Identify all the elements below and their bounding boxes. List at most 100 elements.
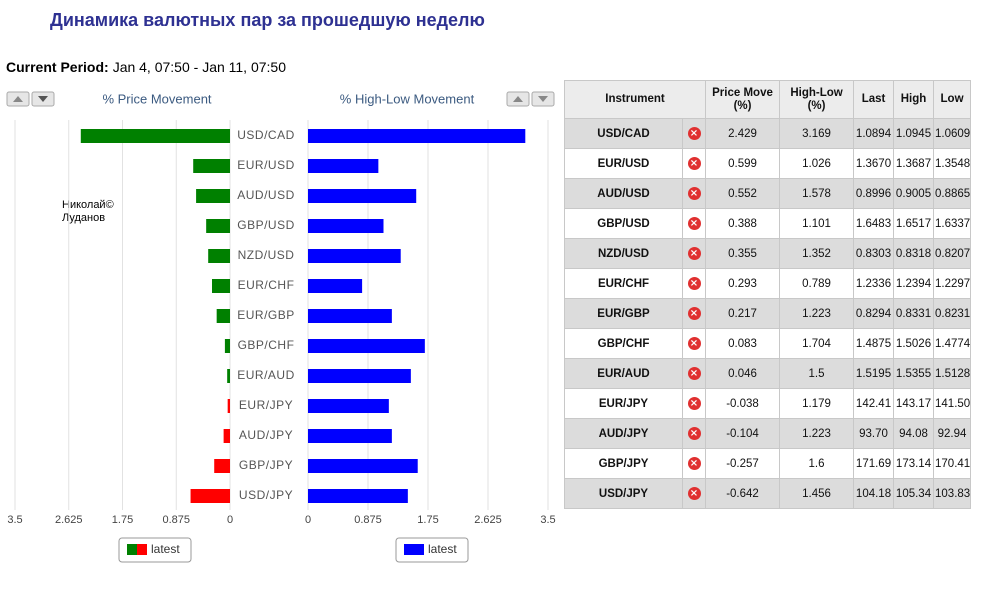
bar <box>80 129 230 143</box>
last: 104.18 <box>853 478 895 509</box>
high-low: 1.5 <box>779 358 855 389</box>
price-move: 0.046 <box>705 358 781 389</box>
table-row: EUR/USD × 0.599 1.026 1.3670 1.3687 1.3548 <box>564 148 972 179</box>
low: 1.5128 <box>933 358 972 389</box>
category-label: NZD/USD <box>238 248 295 262</box>
high: 1.5026 <box>893 328 935 359</box>
x-tick-label: 0 <box>305 514 311 526</box>
watermark: Николай© <box>62 199 114 211</box>
x-tick-label: 1.75 <box>112 514 133 526</box>
last: 142.41 <box>853 388 895 419</box>
table-row: USD/JPY × -0.642 1.456 104.18 105.34 103.83 <box>564 478 972 509</box>
bar <box>308 459 418 473</box>
legend[interactable]: latest <box>395 537 469 563</box>
high: 1.2394 <box>893 268 935 299</box>
category-label: EUR/GBP <box>237 308 295 322</box>
remove-cell: × <box>681 268 707 299</box>
last: 1.3670 <box>853 148 895 179</box>
remove-button[interactable]: × <box>687 157 701 170</box>
high-low: 1.704 <box>779 328 855 359</box>
last: 1.0894 <box>853 118 895 149</box>
last: 171.69 <box>853 448 895 479</box>
table-row: EUR/GBP × 0.217 1.223 0.8294 0.8331 0.8231 <box>564 298 972 329</box>
remove-button[interactable]: × <box>687 307 701 320</box>
remove-cell: × <box>681 448 707 479</box>
remove-button[interactable]: × <box>687 187 701 200</box>
remove-button[interactable]: × <box>687 367 701 380</box>
legend-swatch <box>127 544 137 555</box>
instrument: NZD/USD <box>564 238 683 269</box>
price-move: 0.388 <box>705 208 781 239</box>
instrument: USD/CAD <box>564 118 683 149</box>
instrument: EUR/USD <box>564 148 683 179</box>
high: 173.14 <box>893 448 935 479</box>
last: 0.8996 <box>853 178 895 209</box>
category-label: EUR/AUD <box>237 368 295 382</box>
high-low: 1.352 <box>779 238 855 269</box>
instrument: GBP/USD <box>564 208 683 239</box>
remove-cell: × <box>681 178 707 209</box>
low: 103.83 <box>933 478 972 509</box>
price-move: 0.293 <box>705 268 781 299</box>
category-label: AUD/JPY <box>239 428 293 442</box>
x-tick-label: 0 <box>227 514 233 526</box>
price-move: -0.642 <box>705 478 781 509</box>
price-move: 0.552 <box>705 178 781 209</box>
legend-label: latest <box>151 542 180 556</box>
high: 0.8331 <box>893 298 935 329</box>
price-move: -0.038 <box>705 388 781 419</box>
x-tick-label: 3.5 <box>540 514 555 526</box>
remove-cell: × <box>681 388 707 419</box>
high: 143.17 <box>893 388 935 419</box>
remove-button[interactable]: × <box>687 217 701 230</box>
column-header: Price Move (%) <box>705 80 781 119</box>
price-move: 0.599 <box>705 148 781 179</box>
low: 0.8865 <box>933 178 972 209</box>
icon <box>38 96 48 102</box>
category-label: EUR/CHF <box>238 278 295 292</box>
high: 1.3687 <box>893 148 935 179</box>
last: 1.5195 <box>853 358 895 389</box>
remove-button[interactable]: × <box>687 487 701 500</box>
instrument: EUR/GBP <box>564 298 683 329</box>
bar <box>308 129 526 143</box>
page-title: Динамика валютных пар за прошедшую недел… <box>50 10 485 30</box>
chart-title: % Price Movement <box>102 91 211 106</box>
remove-button[interactable]: × <box>687 397 701 410</box>
instrument: AUD/USD <box>564 178 683 209</box>
bar <box>227 369 230 383</box>
low: 92.94 <box>933 418 972 449</box>
table-row: EUR/AUD × 0.046 1.5 1.5195 1.5355 1.5128 <box>564 358 972 389</box>
category-label: GBP/USD <box>237 218 295 232</box>
remove-button[interactable]: × <box>687 127 701 140</box>
low: 1.6337 <box>933 208 972 239</box>
legend[interactable]: latest <box>118 537 192 563</box>
bar <box>224 339 230 353</box>
high-low: 3.169 <box>779 118 855 149</box>
sort-buttons[interactable] <box>6 91 555 107</box>
remove-button[interactable]: × <box>687 427 701 440</box>
remove-button[interactable]: × <box>687 277 701 290</box>
bar <box>227 399 230 413</box>
bar <box>206 219 230 233</box>
remove-cell: × <box>681 418 707 449</box>
remove-button[interactable]: × <box>687 247 701 260</box>
category-label: AUD/USD <box>237 188 295 202</box>
remove-button[interactable]: × <box>687 337 701 350</box>
remove-cell: × <box>681 208 707 239</box>
bar <box>212 279 230 293</box>
bar <box>308 429 392 443</box>
last: 1.2336 <box>853 268 895 299</box>
remove-cell: × <box>681 298 707 329</box>
bar <box>308 399 389 413</box>
low: 1.2297 <box>933 268 972 299</box>
x-tick-label: 0.875 <box>162 514 190 526</box>
high-low: 1.578 <box>779 178 855 209</box>
remove-button[interactable]: × <box>687 457 701 470</box>
category-label: USD/JPY <box>239 488 293 502</box>
data-table: Instrument Price Move (%) High-Low (%) Last… <box>563 80 972 509</box>
instrument: AUD/JPY <box>564 418 683 449</box>
price-move: 0.217 <box>705 298 781 329</box>
high-low: 1.101 <box>779 208 855 239</box>
